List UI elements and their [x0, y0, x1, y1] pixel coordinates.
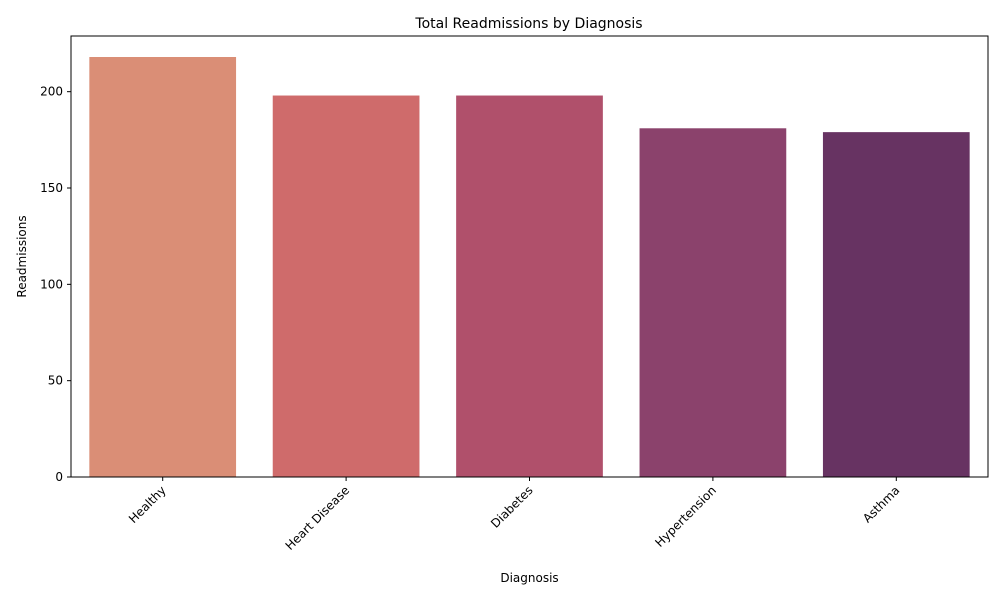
bars-layer [89, 57, 970, 478]
x-tick-label: Heart Disease [283, 483, 353, 553]
y-axis: 0 50 100 150 200 [40, 85, 71, 484]
plot-frame [70, 35, 989, 478]
x-axis: Healthy Heart Disease Diabetes Hypertension… [126, 477, 902, 553]
chart-title: Total Readmissions by Diagnosis [414, 16, 642, 32]
y-axis-title: Readmissions [15, 215, 29, 297]
x-tick-label: Asthma [860, 483, 902, 525]
y-tick-label: 150 [40, 181, 63, 195]
bar-hypertension [639, 128, 787, 477]
y-tick-label: 0 [55, 470, 63, 484]
y-tick-label: 100 [40, 277, 63, 291]
x-tick-label: Hypertension [652, 483, 719, 550]
x-axis-title: Diagnosis [500, 571, 558, 585]
bar-heart-disease [272, 95, 420, 478]
bar-diabetes [456, 95, 603, 478]
y-tick-label: 50 [48, 374, 63, 388]
y-tick-label: 200 [40, 85, 63, 99]
bar-asthma [822, 132, 970, 477]
x-tick-label: Diabetes [488, 483, 536, 531]
bar-healthy [89, 57, 237, 477]
x-tick-label: Healthy [126, 483, 169, 526]
